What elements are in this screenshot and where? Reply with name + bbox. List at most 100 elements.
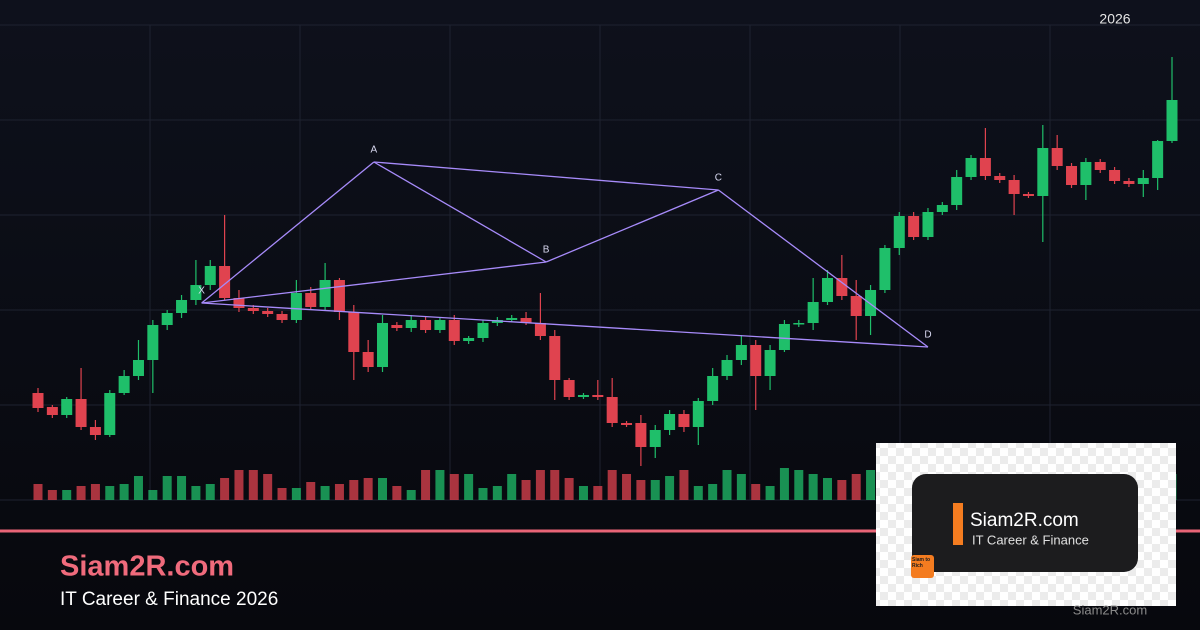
candle-body	[664, 414, 676, 430]
volume-bar	[492, 486, 502, 500]
candle-body	[707, 376, 719, 401]
candle-body	[233, 298, 245, 308]
volume-bar	[535, 470, 545, 500]
logo-badge-text-box: Siam to Rich	[912, 557, 930, 569]
volume-bar	[105, 486, 115, 500]
volume-bar	[33, 484, 43, 500]
candle-body	[850, 296, 862, 316]
candle-body	[118, 376, 130, 393]
logo-badge	[911, 555, 934, 578]
volume-bar	[478, 488, 488, 500]
volume-bar	[765, 486, 775, 500]
logo-card	[912, 474, 1138, 572]
volume-bar	[564, 478, 574, 500]
volume-bar	[593, 486, 603, 500]
candle-body	[61, 399, 73, 415]
pattern-line	[545, 189, 719, 263]
candle-body	[936, 205, 948, 212]
candle-body	[865, 290, 877, 316]
candle-body	[46, 407, 58, 415]
candle-body	[994, 176, 1006, 180]
candle-body	[965, 158, 977, 177]
candle-body	[606, 397, 618, 423]
candle-body	[434, 320, 446, 330]
volume-bar	[837, 480, 847, 500]
volume-bar	[665, 476, 675, 500]
candle-body	[305, 293, 317, 307]
volume-bar	[119, 484, 129, 500]
candle-body	[477, 323, 489, 338]
candle-body	[276, 314, 288, 320]
volume-bar	[291, 488, 301, 500]
candle-body	[750, 345, 762, 376]
pattern-line	[373, 161, 547, 263]
candle-body	[362, 352, 374, 367]
candle-body	[333, 280, 345, 312]
volume-bar	[464, 474, 474, 500]
candle-body	[506, 318, 518, 320]
candle-body	[247, 308, 259, 311]
candle-body	[89, 427, 101, 435]
volume-bar	[866, 470, 876, 500]
candle-body	[534, 323, 546, 336]
volume-bar	[220, 478, 230, 500]
volume-bar	[794, 470, 804, 500]
volume-bar	[808, 474, 818, 500]
volume-bar	[334, 484, 344, 500]
volume-bar	[779, 468, 789, 500]
candle-body	[1066, 166, 1078, 185]
volume-bar	[162, 476, 172, 500]
candle-body	[1008, 180, 1020, 194]
candle-body	[922, 212, 934, 237]
volume-bar	[693, 486, 703, 500]
volume-bar	[507, 474, 517, 500]
candle-body	[807, 302, 819, 323]
candle-body	[735, 345, 747, 360]
candle-body	[405, 320, 417, 328]
candle-body	[104, 393, 116, 435]
candle-body	[764, 350, 776, 376]
logo-bar	[953, 503, 963, 545]
volume-bar	[851, 474, 861, 500]
pattern-label: X	[198, 286, 205, 297]
pattern-label: A	[371, 145, 378, 156]
pattern-line	[201, 302, 929, 348]
candle-body	[951, 177, 963, 205]
pattern-line	[201, 161, 375, 304]
pattern-label: D	[924, 330, 931, 341]
candle-body	[463, 338, 475, 341]
footer-title: Siam2R.com	[60, 551, 234, 583]
candle-body	[721, 360, 733, 376]
volume-bar	[76, 486, 86, 500]
candle-body	[319, 280, 331, 307]
candle-body	[176, 300, 188, 313]
volume-bar	[578, 486, 588, 500]
candle-body	[592, 395, 604, 397]
volume-bar	[435, 470, 445, 500]
grid	[0, 24, 1200, 501]
candle-body	[979, 158, 991, 176]
volume-bar	[191, 486, 201, 500]
candle-body	[1152, 141, 1164, 178]
candle-body	[190, 285, 202, 300]
candle-body	[132, 360, 144, 376]
volume-bar	[133, 476, 143, 500]
volume-bar	[679, 470, 689, 500]
volume-bar	[636, 480, 646, 500]
candle-body	[32, 393, 44, 408]
candle-body	[649, 430, 661, 447]
candle-body	[1037, 148, 1049, 196]
candle-body	[262, 311, 274, 314]
logo-subtitle: IT Career & Finance	[972, 532, 1089, 547]
candle-body	[348, 312, 360, 352]
year-label: 2026	[1099, 11, 1130, 27]
candle-body	[161, 313, 173, 325]
volume-bar	[90, 484, 100, 500]
footer-subtitle: IT Career & Finance 2026	[60, 589, 278, 610]
candle-body	[1094, 162, 1106, 170]
logo-panel: Siam2R.com IT Career & Finance Siam to R…	[876, 443, 1176, 606]
volume-bar	[378, 478, 388, 500]
candle-body	[520, 318, 532, 323]
